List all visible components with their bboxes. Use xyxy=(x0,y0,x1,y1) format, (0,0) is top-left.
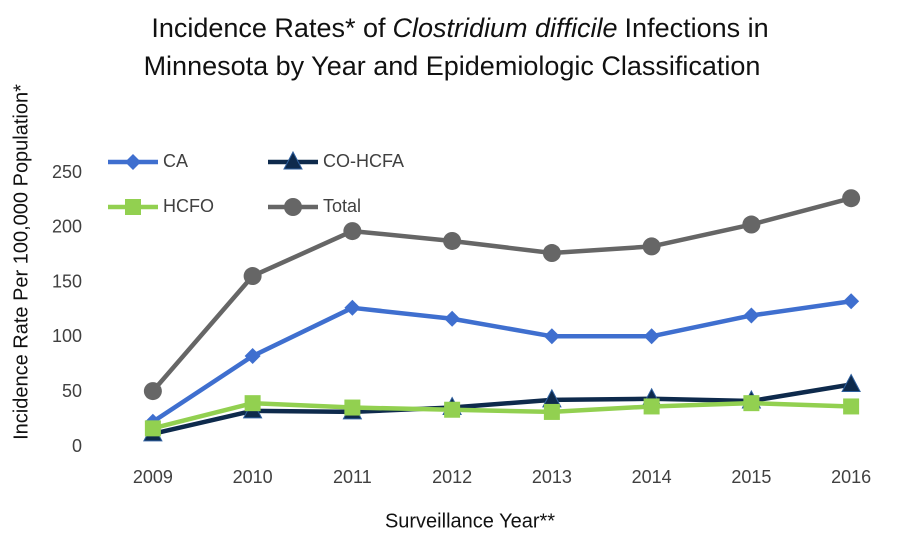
x-tick-label: 2009 xyxy=(133,467,173,487)
marker xyxy=(244,348,261,365)
y-tick-label: 250 xyxy=(52,162,82,182)
legend-label: Total xyxy=(323,196,361,216)
marker xyxy=(843,398,860,415)
title-part: Incidence Rates* of xyxy=(151,13,386,43)
y-tick-label: 150 xyxy=(52,271,82,291)
x-tick-label: 2012 xyxy=(432,467,472,487)
marker xyxy=(444,310,461,327)
x-tick-label: 2016 xyxy=(831,467,871,487)
chart-title-line1: Incidence Rates* of Clostridium difficile… xyxy=(151,13,768,43)
x-tick-label: 2014 xyxy=(632,467,672,487)
marker xyxy=(443,231,462,250)
marker xyxy=(842,189,861,208)
marker xyxy=(125,199,141,215)
x-tick-label: 2011 xyxy=(333,467,372,487)
x-tick-label: 2010 xyxy=(233,467,273,487)
series-line xyxy=(152,400,852,431)
series-line xyxy=(151,196,852,393)
series-line xyxy=(151,299,852,424)
marker xyxy=(344,299,361,316)
marker xyxy=(543,403,560,420)
marker xyxy=(643,398,660,415)
marker xyxy=(444,401,461,418)
series-line xyxy=(152,382,852,437)
title-italic: Clostridium difficile xyxy=(392,13,617,43)
x-tick-label: 2013 xyxy=(532,467,572,487)
marker xyxy=(743,395,760,412)
y-tick-label: 0 xyxy=(72,436,82,456)
y-tick-label: 50 xyxy=(62,381,82,401)
marker xyxy=(742,215,761,234)
legend-label: CA xyxy=(163,151,188,171)
x-tick-label: 2015 xyxy=(731,467,771,487)
legend-label: HCFO xyxy=(163,196,214,216)
marker xyxy=(743,307,760,324)
marker xyxy=(843,293,860,310)
y-tick-label: 100 xyxy=(52,326,82,346)
marker xyxy=(643,328,660,345)
chart-title-line2: Minnesota by Year and Epidemiologic Clas… xyxy=(144,51,761,81)
marker xyxy=(244,395,261,412)
marker xyxy=(343,222,362,241)
x-axis-title: Surveillance Year** xyxy=(385,510,555,532)
marker xyxy=(344,399,361,416)
marker xyxy=(542,244,561,263)
marker xyxy=(143,382,162,401)
marker xyxy=(543,328,560,345)
legend-label: CO-HCFA xyxy=(323,151,404,171)
title-part: Infections in xyxy=(625,13,769,43)
marker xyxy=(125,154,141,170)
marker xyxy=(243,267,262,286)
y-axis-title: Incidence Rate Per 100,000 Population* xyxy=(10,84,32,440)
marker xyxy=(283,150,303,170)
marker xyxy=(144,420,161,437)
marker xyxy=(841,373,861,393)
marker xyxy=(642,237,661,256)
marker xyxy=(284,198,302,216)
y-tick-label: 200 xyxy=(52,217,82,237)
